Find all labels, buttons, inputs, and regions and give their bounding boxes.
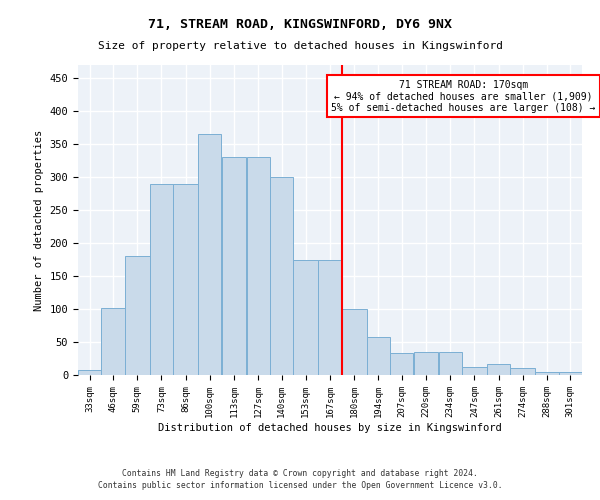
Bar [78, 370, 101, 375]
Bar [221, 158, 247, 375]
Bar [150, 184, 173, 375]
Bar [319, 260, 341, 375]
Bar [125, 256, 149, 375]
Y-axis label: Number of detached properties: Number of detached properties [34, 130, 44, 310]
Bar [173, 184, 198, 375]
Text: Size of property relative to detached houses in Kingswinford: Size of property relative to detached ho… [97, 41, 503, 51]
Text: Contains public sector information licensed under the Open Government Licence v3: Contains public sector information licen… [98, 481, 502, 490]
Bar [487, 364, 510, 375]
Bar [511, 368, 535, 375]
Bar [535, 372, 559, 375]
Bar [198, 134, 221, 375]
Bar [342, 309, 367, 375]
Bar [270, 177, 293, 375]
Bar [293, 260, 318, 375]
X-axis label: Distribution of detached houses by size in Kingswinford: Distribution of detached houses by size … [158, 422, 502, 432]
Bar [390, 353, 413, 375]
Bar [439, 352, 462, 375]
Bar [101, 308, 125, 375]
Bar [367, 336, 390, 375]
Bar [559, 372, 582, 375]
Bar [413, 352, 439, 375]
Text: Contains HM Land Registry data © Crown copyright and database right 2024.: Contains HM Land Registry data © Crown c… [122, 468, 478, 477]
Bar [247, 158, 270, 375]
Bar [462, 367, 487, 375]
Text: 71 STREAM ROAD: 170sqm
← 94% of detached houses are smaller (1,909)
5% of semi-d: 71 STREAM ROAD: 170sqm ← 94% of detached… [331, 80, 596, 112]
Text: 71, STREAM ROAD, KINGSWINFORD, DY6 9NX: 71, STREAM ROAD, KINGSWINFORD, DY6 9NX [148, 18, 452, 30]
